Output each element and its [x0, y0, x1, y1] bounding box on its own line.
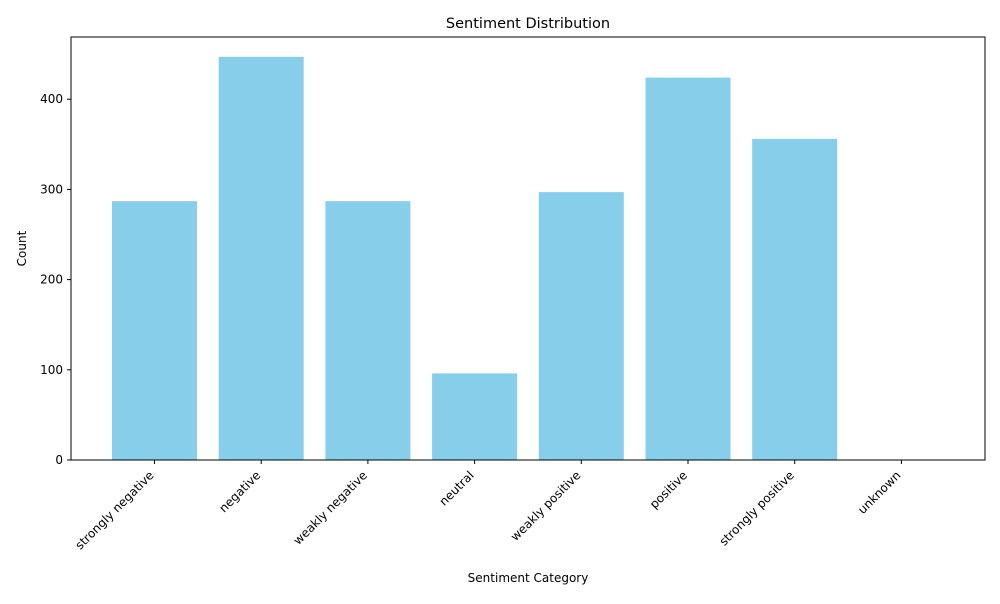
bar-weakly-positive — [538, 192, 624, 460]
x-axis: strongly negative negative weakly negative… — [73, 460, 904, 552]
x-tick-label: neutral — [436, 468, 476, 508]
x-tick-label: strongly positive — [717, 468, 797, 548]
plot-frame — [70, 36, 986, 461]
chart-title: Sentiment Distribution — [446, 16, 610, 32]
bar-strongly-negative — [112, 201, 197, 461]
x-axis-label: Sentiment Category — [468, 571, 589, 585]
y-tick-label: 400 — [40, 92, 63, 106]
x-tick-label: negative — [216, 468, 263, 515]
y-axis: 0 100 200 300 400 — [40, 92, 71, 467]
x-tick-label: unknown — [855, 468, 903, 516]
x-tick-label: positive — [647, 468, 690, 511]
y-tick-label: 0 — [55, 453, 63, 467]
bar-strongly-positive — [752, 138, 838, 460]
y-axis-label: Count — [15, 230, 29, 266]
bar-weakly-negative — [325, 201, 411, 461]
x-tick-label: weakly negative — [291, 468, 370, 547]
bars-layer — [112, 56, 838, 461]
x-tick-label: weakly positive — [508, 468, 584, 544]
y-tick-label: 100 — [40, 363, 63, 377]
x-tick-label: strongly negative — [73, 468, 157, 552]
bar-negative — [218, 56, 304, 460]
y-tick-label: 300 — [40, 182, 63, 196]
bar-neutral — [432, 373, 518, 460]
bar-positive — [645, 77, 731, 460]
y-tick-label: 200 — [40, 273, 63, 287]
